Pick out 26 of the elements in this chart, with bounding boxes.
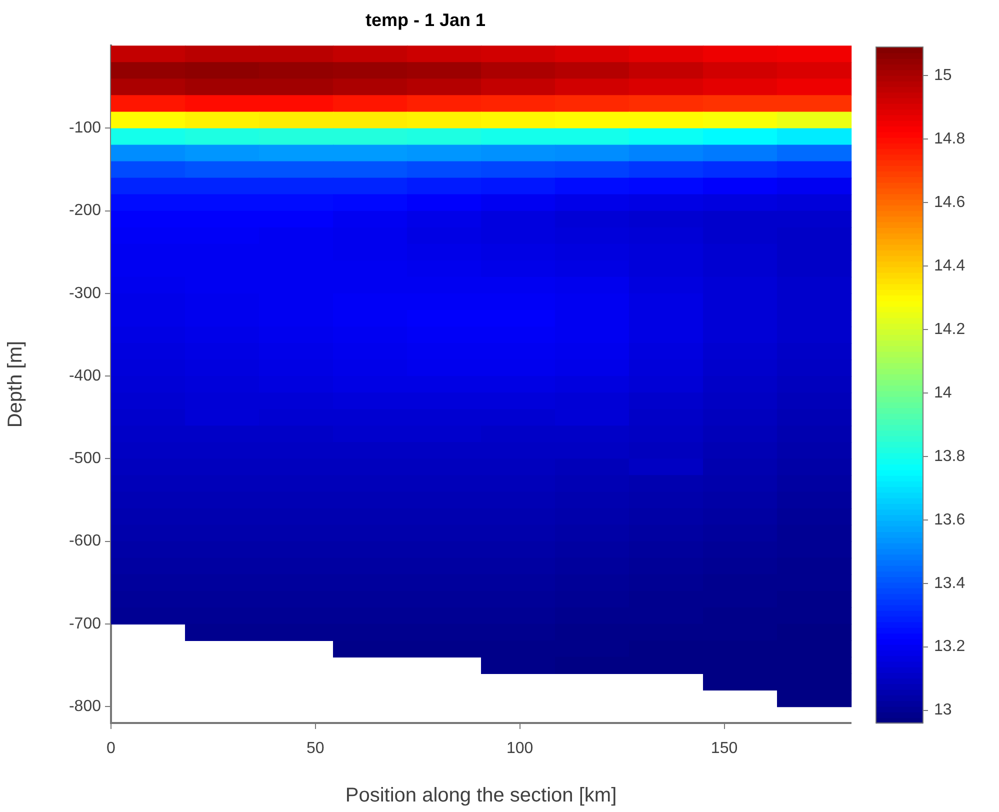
y-tick-label: -100 — [68, 120, 102, 137]
x-tick-label: 150 — [710, 740, 738, 758]
y-tick-label: -200 — [68, 202, 102, 220]
y-tick-label: -800 — [68, 698, 102, 715]
y-tick-label: -700 — [68, 615, 102, 632]
color-bar-label: 15 — [934, 66, 952, 84]
y-axis-title: Depth [m] — [4, 340, 27, 428]
x-tick-label: 50 — [306, 740, 324, 758]
color-bar-label: 14.6 — [934, 194, 966, 211]
color-bar-label: 14.8 — [934, 130, 966, 148]
color-bar-label: 14.2 — [934, 320, 966, 338]
y-tick-label: -500 — [68, 450, 102, 468]
color-bar-label: 13.2 — [934, 638, 966, 656]
x-tick-label: 0 — [106, 740, 116, 758]
y-tick-label: -600 — [68, 532, 102, 550]
color-bar-label: 13 — [934, 702, 952, 719]
x-axis-title: Position along the section [km] — [345, 784, 617, 807]
color-bar-label: 13.8 — [934, 448, 966, 465]
chart-title: temp - 1 Jan 1 — [365, 10, 486, 30]
color-bar-label: 14 — [934, 384, 952, 402]
x-tick-label: 100 — [506, 740, 534, 758]
y-tick-label: -400 — [68, 367, 102, 384]
color-bar-label: 13.4 — [934, 574, 966, 592]
color-bar-label: 13.6 — [934, 511, 966, 528]
color-bar-label: 14.4 — [934, 257, 966, 274]
y-tick-label: -300 — [68, 284, 102, 302]
